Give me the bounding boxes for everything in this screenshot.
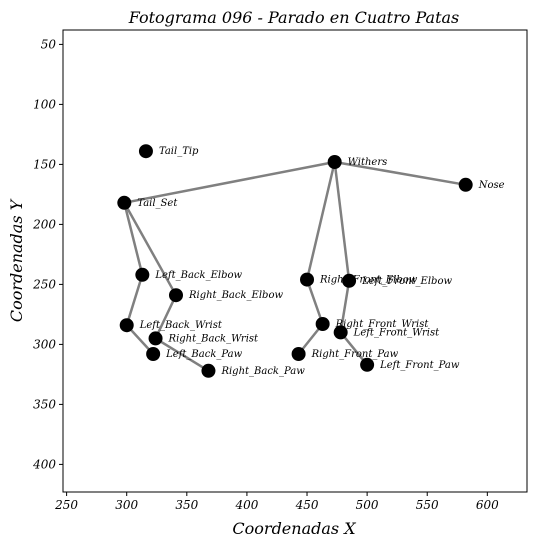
x-tick-label: 500: [356, 498, 379, 512]
skeleton-edge: [154, 293, 178, 340]
y-tick-label: 350: [33, 397, 56, 411]
skeleton-edge: [125, 273, 144, 327]
keypoint-label: Left_Back_Paw: [165, 349, 242, 360]
x-axis-label: Coordenadas X: [232, 519, 356, 538]
x-tick-label: 600: [476, 498, 499, 512]
keypoint-marker: [119, 318, 134, 333]
skeleton-edge: [154, 337, 210, 373]
keypoint-label: Left_Back_Wrist: [139, 320, 223, 331]
keypoint-marker: [135, 267, 150, 282]
keypoint-label: Left_Front_Paw: [379, 360, 460, 371]
x-tick-label: 400: [234, 498, 258, 512]
x-axis-ticks: 250 300 350 400 450 500 550 600: [54, 492, 499, 512]
keypoint-marker: [300, 272, 315, 287]
y-tick-label: 400: [32, 457, 56, 471]
keypoint-marker: [327, 155, 342, 169]
keypoint-label: Right_Back_Wrist: [168, 333, 259, 344]
skeleton-edge: [339, 279, 351, 334]
keypoint-marker: [342, 273, 357, 288]
keypoint-marker: [333, 325, 348, 340]
skeleton-edge: [333, 160, 351, 283]
keypoint-label: Right_Front_Wrist: [335, 319, 430, 330]
keypoint-label: Right_Front_Paw: [311, 349, 399, 360]
keypoint-marker: [148, 331, 163, 346]
skeleton-edge: [305, 278, 324, 326]
keypoint-label: Tail_Set: [137, 198, 178, 209]
y-tick-label: 150: [33, 157, 56, 171]
keypoint-label: Right_Back_Paw: [220, 366, 305, 377]
keypoint-marker: [138, 144, 153, 159]
keypoint-marker: [117, 195, 132, 210]
x-tick-label: 450: [295, 498, 319, 512]
y-tick-label: 300: [33, 337, 56, 351]
keypoint-label: Right_Front_Elbow: [319, 275, 418, 286]
keypoints: [117, 144, 473, 378]
y-tick-label: 200: [32, 217, 56, 231]
keypoint-label: Nose: [478, 180, 505, 191]
keypoint-label: Tail_Tip: [159, 146, 199, 157]
keypoint-marker: [168, 288, 183, 303]
keypoint-label: Right_Back_Elbow: [188, 290, 283, 301]
keypoint-marker: [458, 177, 473, 192]
keypoint-marker: [360, 357, 375, 372]
keypoint-marker: [315, 317, 330, 331]
skeleton-edge: [123, 160, 336, 205]
skeleton-edge: [123, 201, 178, 297]
keypoint-marker: [291, 347, 306, 361]
plot-area: [62, 29, 528, 493]
y-tick-label: 100: [33, 97, 56, 111]
keypoint-marker: [201, 363, 216, 378]
keypoint-label: Withers: [348, 157, 388, 168]
x-tick-label: 350: [175, 498, 198, 512]
keypoint-label: Left_Front_Wrist: [353, 327, 440, 338]
skeleton-edge: [123, 201, 144, 277]
y-tick-label: 250: [32, 277, 56, 291]
chart-title: Fotograma 096 - Parado en Cuatro Patas: [128, 8, 460, 27]
y-axis-ticks: 50 100 150 200 250 300 350 400: [32, 37, 63, 471]
skeleton-edge: [305, 160, 336, 281]
keypoint-label: Left_Front_Elbow: [361, 276, 452, 287]
y-tick-label: 50: [41, 37, 57, 51]
x-tick-label: 300: [115, 498, 138, 512]
skeleton-edge: [333, 160, 467, 187]
x-tick-label: 550: [416, 498, 439, 512]
keypoint-marker: [146, 347, 161, 361]
x-tick-label: 250: [54, 498, 78, 512]
keypoint-labels: Tail_Tip Withers Nose Tail_Set Left_Back_Elb…: [137, 146, 504, 377]
keypoint-label: Left_Back_Elbow: [154, 270, 242, 281]
y-axis-label: Coordenadas Y: [7, 198, 26, 322]
